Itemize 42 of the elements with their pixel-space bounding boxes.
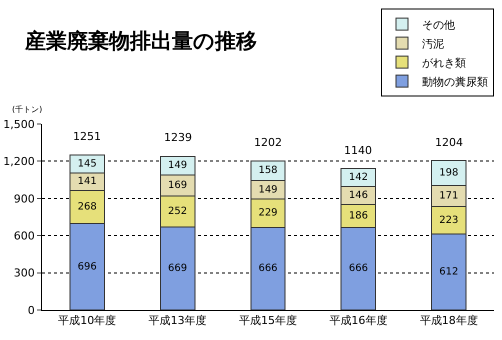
total-label: 1251 — [73, 130, 101, 143]
chart-title: 産業廃棄物排出量の推移 — [24, 29, 258, 54]
data-label: 149 — [258, 184, 278, 196]
y-tick-label: 300 — [14, 266, 35, 280]
x-tick-label: 平成15年度 — [239, 314, 297, 328]
legend-label: 汚泥 — [422, 37, 444, 50]
data-label: 268 — [78, 202, 97, 213]
total-label: 1239 — [164, 131, 192, 144]
data-label: 171 — [439, 190, 458, 202]
data-label: 149 — [168, 160, 188, 172]
data-label: 223 — [439, 214, 458, 226]
data-label: 669 — [168, 263, 188, 274]
data-label: 612 — [439, 266, 458, 278]
data-label: 158 — [258, 165, 278, 176]
x-tick-label: 平成10年度 — [58, 314, 116, 328]
y-axis-title: (千トン) — [12, 105, 42, 114]
data-label: 169 — [168, 180, 188, 191]
data-label: 666 — [348, 263, 368, 274]
data-label: 146 — [348, 190, 368, 201]
y-tick-label: 900 — [14, 192, 35, 206]
x-tick-label: 平成16年度 — [329, 314, 388, 328]
y-tick-label: 600 — [14, 229, 35, 242]
data-label: 145 — [78, 158, 97, 170]
legend-label: その他 — [422, 18, 455, 32]
legend-label: 動物の糞尿類 — [422, 75, 488, 88]
x-tick-label: 平成13年度 — [148, 314, 207, 328]
data-label: 666 — [258, 263, 278, 274]
data-label: 252 — [168, 206, 188, 217]
total-label: 1140 — [344, 144, 372, 157]
legend-label: がれき類 — [422, 56, 466, 70]
data-label: 198 — [439, 167, 458, 178]
data-label: 696 — [78, 261, 97, 272]
y-tick-label: 1,200 — [3, 155, 35, 168]
data-label: 142 — [348, 172, 368, 183]
total-label: 1204 — [435, 136, 463, 149]
data-label: 141 — [78, 176, 97, 188]
data-label: 229 — [258, 208, 278, 219]
total-label: 1202 — [254, 136, 282, 149]
y-tick-label: 1,500 — [3, 118, 35, 131]
data-label: 186 — [348, 210, 368, 222]
y-tick-label: 0 — [28, 304, 35, 317]
x-tick-label: 平成18年度 — [420, 314, 478, 328]
